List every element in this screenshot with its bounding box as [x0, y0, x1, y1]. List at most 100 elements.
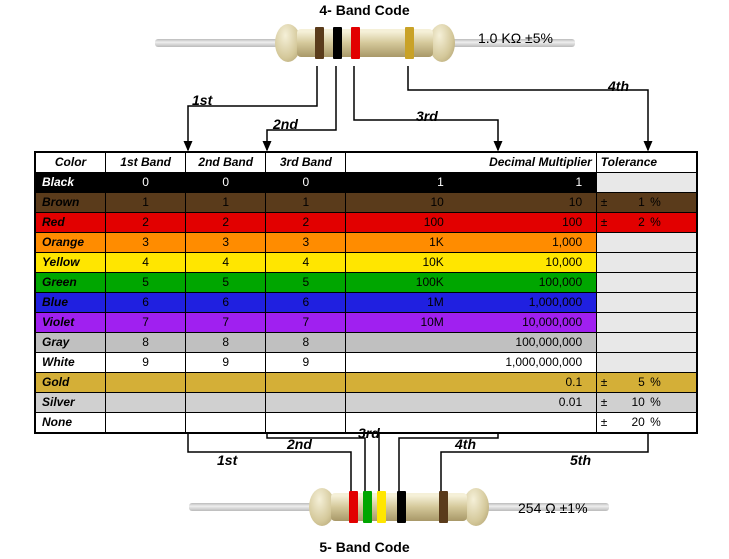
digit-cell: 8 [266, 333, 346, 353]
color-code-table: Color1st Band2nd Band3rd BandDecimal Mul… [34, 151, 698, 434]
digit-cell: 8 [186, 333, 266, 353]
digit-cell [266, 393, 346, 413]
digit-cell [186, 393, 266, 413]
digit-cell: 6 [186, 293, 266, 313]
color-name: Black [36, 173, 106, 193]
label-4th-top: 4th [608, 78, 629, 94]
resistor-4band [275, 24, 455, 62]
table-row: Brown1111010±1% [36, 193, 697, 213]
tolerance-cell: ±5% [596, 373, 696, 393]
tolerance-cell: ±1% [596, 193, 696, 213]
resistor4-value: 1.0 KΩ ±5% [478, 30, 553, 46]
color-band [351, 27, 360, 59]
digit-cell: 4 [106, 253, 186, 273]
color-name: Red [36, 213, 106, 233]
label-1st-bot: 1st [217, 452, 237, 468]
color-band [333, 27, 342, 59]
color-band [349, 491, 358, 523]
tolerance-cell [596, 353, 696, 373]
digit-cell: 3 [106, 233, 186, 253]
color-band [363, 491, 372, 523]
color-name: None [36, 413, 106, 433]
table-row: Gold 0.1±5% [36, 373, 697, 393]
color-name: Gray [36, 333, 106, 353]
digit-cell: 5 [106, 273, 186, 293]
col-header: Tolerance [596, 153, 696, 173]
multiplier-cell: 11 [346, 173, 596, 193]
table-row: Blue6661M1,000,000 [36, 293, 697, 313]
table-row: Red222100100±2% [36, 213, 697, 233]
multiplier-cell: 0.01 [346, 393, 596, 413]
digit-cell [266, 413, 346, 433]
tolerance-cell [596, 233, 696, 253]
tolerance-cell: ±10% [596, 393, 696, 413]
digit-cell: 0 [106, 173, 186, 193]
table-row: Orange3331K1,000 [36, 233, 697, 253]
title-4band: 4- Band Code [0, 2, 729, 18]
digit-cell: 1 [266, 193, 346, 213]
digit-cell [186, 373, 266, 393]
digit-cell: 7 [186, 313, 266, 333]
lead-left [189, 503, 319, 511]
digit-cell: 9 [106, 353, 186, 373]
color-band [397, 491, 406, 523]
table-row: White9991,000,000,000 [36, 353, 697, 373]
table-row: Violet77710M10,000,000 [36, 313, 697, 333]
color-name: Brown [36, 193, 106, 213]
digit-cell: 1 [186, 193, 266, 213]
label-1st-top: 1st [192, 92, 212, 108]
multiplier-cell: 1,000,000,000 [346, 353, 596, 373]
multiplier-cell: 1K1,000 [346, 233, 596, 253]
multiplier-cell: 0.1 [346, 373, 596, 393]
multiplier-cell: 10K10,000 [346, 253, 596, 273]
label-2nd-top: 2nd [273, 116, 298, 132]
table-row: Gray888100,000,000 [36, 333, 697, 353]
table-row: Green555100K100,000 [36, 273, 697, 293]
digit-cell: 3 [186, 233, 266, 253]
color-name: Gold [36, 373, 106, 393]
col-header: Color [36, 153, 106, 173]
title-5band: 5- Band Code [0, 539, 729, 555]
digit-cell: 5 [266, 273, 346, 293]
resistor5-value: 254 Ω ±1% [518, 500, 588, 516]
col-header: 1st Band [106, 153, 186, 173]
digit-cell [106, 373, 186, 393]
tolerance-cell [596, 253, 696, 273]
digit-cell [106, 413, 186, 433]
label-5th-bot: 5th [570, 452, 591, 468]
label-4th-bot: 4th [455, 436, 476, 452]
color-name: Yellow [36, 253, 106, 273]
color-name: Orange [36, 233, 106, 253]
color-band [439, 491, 448, 523]
digit-cell: 7 [106, 313, 186, 333]
color-name: White [36, 353, 106, 373]
tolerance-cell [596, 293, 696, 313]
digit-cell: 1 [106, 193, 186, 213]
digit-cell: 2 [266, 213, 346, 233]
multiplier-cell: 100,000,000 [346, 333, 596, 353]
color-band [405, 27, 414, 59]
digit-cell: 2 [106, 213, 186, 233]
digit-cell: 6 [106, 293, 186, 313]
col-header: Decimal Multiplier [346, 153, 596, 173]
digit-cell: 4 [186, 253, 266, 273]
multiplier-cell: 1M1,000,000 [346, 293, 596, 313]
tolerance-cell: ±2% [596, 213, 696, 233]
digit-cell: 2 [186, 213, 266, 233]
color-name: Green [36, 273, 106, 293]
color-name: Blue [36, 293, 106, 313]
table-row: Yellow44410K10,000 [36, 253, 697, 273]
multiplier-cell: 10M10,000,000 [346, 313, 596, 333]
label-3rd-top: 3rd [416, 108, 438, 124]
digit-cell: 9 [186, 353, 266, 373]
label-2nd-bot: 2nd [287, 436, 312, 452]
digit-cell [266, 373, 346, 393]
digit-cell: 8 [106, 333, 186, 353]
digit-cell: 7 [266, 313, 346, 333]
color-name: Violet [36, 313, 106, 333]
multiplier-cell: 100K100,000 [346, 273, 596, 293]
table-row: Black00011 [36, 173, 697, 193]
digit-cell [106, 393, 186, 413]
color-band [315, 27, 324, 59]
digit-cell: 5 [186, 273, 266, 293]
